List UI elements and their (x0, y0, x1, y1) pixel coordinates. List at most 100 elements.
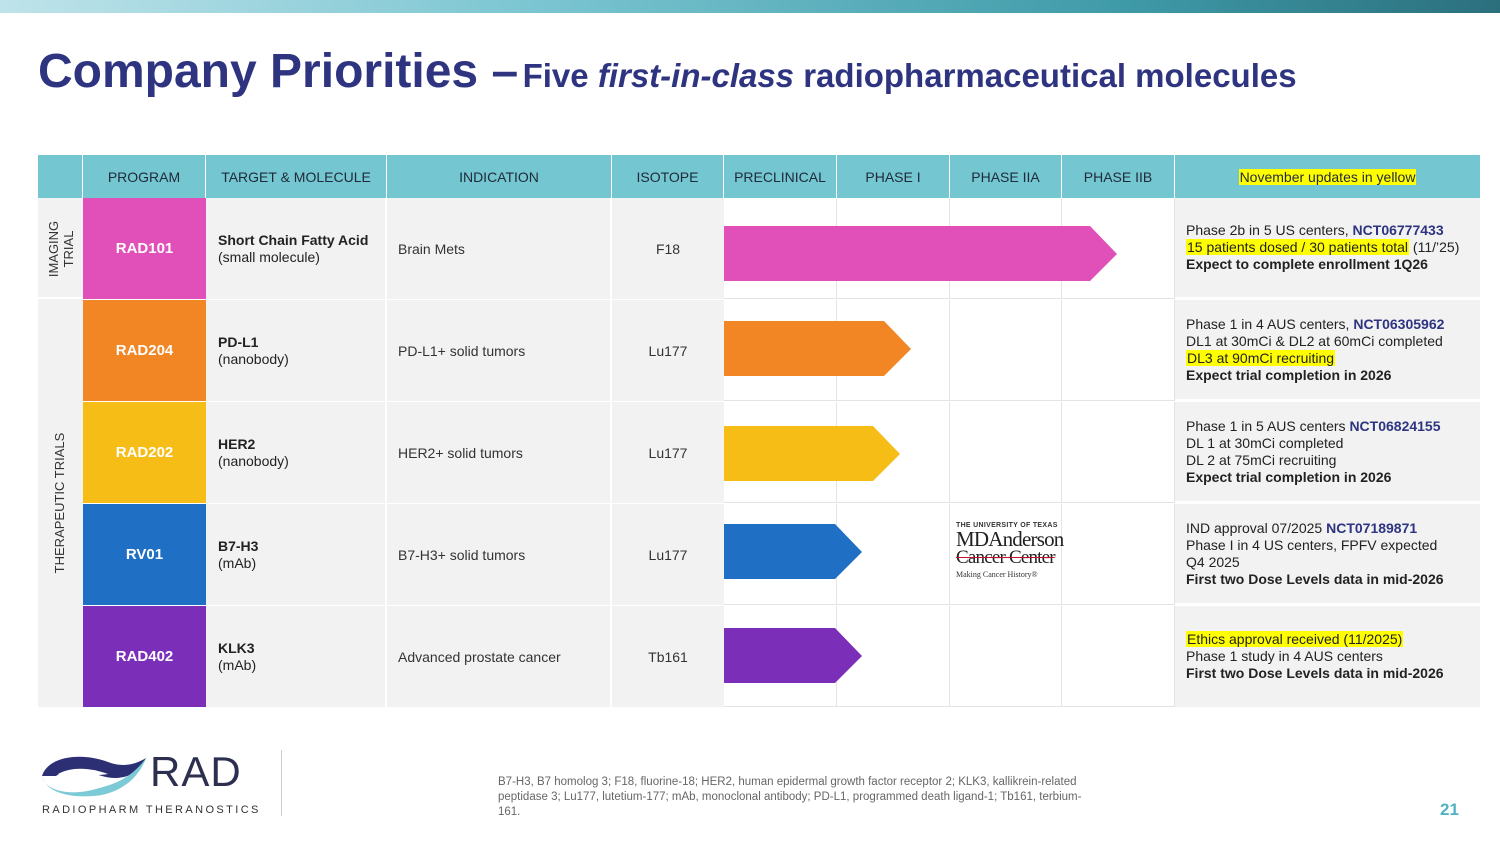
note-line: Phase 1 in 5 AUS centers NCT06824155 (1186, 418, 1480, 435)
progress-arrow-rv01 (724, 524, 862, 579)
molecule-type: (nanobody) (218, 350, 289, 367)
note-line: 15 patients dosed / 30 patients total (1… (1186, 239, 1480, 256)
phase-cell (1062, 300, 1175, 401)
notes-rv01: IND approval 07/2025 NCT07189871 Phase I… (1175, 504, 1480, 605)
note-line: Phase 1 in 4 AUS centers, NCT06305962 (1186, 316, 1480, 333)
isotope-cell: Tb161 (612, 606, 724, 707)
target-name: PD-L1 (218, 333, 259, 350)
phase-cell (1062, 504, 1175, 605)
indication-cell: B7-H3+ solid tumors (387, 504, 612, 605)
isotope-cell: Lu177 (612, 402, 724, 503)
note-highlight: DL3 at 90mCi recruiting (1186, 349, 1336, 366)
header-isotope: ISOTOPE (612, 155, 724, 198)
phase-cell (950, 504, 1062, 605)
molecule-type: (small molecule) (218, 248, 320, 265)
phase-cell (1062, 402, 1175, 503)
nct-id: NCT07189871 (1326, 519, 1418, 536)
page-title: Company Priorities – Five first-in-class… (38, 44, 1297, 99)
phase-cell (950, 300, 1062, 401)
header-updates: November updates in yellow (1175, 155, 1480, 198)
header-phase-1: PHASE I (837, 155, 950, 198)
rad-ribbon-icon (42, 756, 146, 797)
progress-arrow-rad101 (724, 226, 1117, 281)
header-blank (38, 155, 83, 198)
note-text: IND approval 07/2025 (1186, 519, 1327, 536)
header-phase-2b: PHASE IIB (1062, 155, 1175, 198)
header-indication: INDICATION (387, 155, 612, 198)
progress-arrow-rad202 (724, 426, 900, 481)
note-line: Ethics approval received (11/2025) (1186, 631, 1480, 648)
group-therapeutic-label: THERAPEUTIC TRIALS (52, 432, 67, 574)
imaging-line1: IMAGING (46, 220, 61, 278)
note-bold: First two Dose Levels data in mid-2026 (1186, 665, 1444, 681)
note-text: Phase 2b in 5 US centers, (1186, 222, 1353, 238)
notes-rad204: Phase 1 in 4 AUS centers, NCT06305962 DL… (1175, 300, 1480, 401)
mda-line2: MDAnderson (956, 527, 1064, 551)
note-bold: Expect trial completion in 2026 (1186, 468, 1392, 485)
molecule-type: (nanobody) (218, 452, 289, 469)
header-phase-2a: PHASE IIA (950, 155, 1062, 198)
program-rad101: RAD101 (83, 198, 206, 299)
note-text: Phase 1 study in 4 AUS centers (1186, 648, 1383, 664)
target-name: KLK3 (218, 639, 255, 656)
title-subtitle: Five first-in-class radiopharmaceutical … (523, 57, 1297, 94)
mdanderson-logo: THE UNIVERSITY OF TEXAS MDAnderson Cance… (956, 522, 1080, 584)
note-text: DL 2 at 75mCi recruiting (1186, 451, 1337, 468)
program-rad204: RAD204 (83, 300, 206, 401)
nct-id: NCT06777433 (1352, 222, 1444, 238)
isotope-cell: Lu177 (612, 504, 724, 605)
note-text: Phase I in 4 US centers, FPFV expected (1186, 536, 1438, 553)
progress-arrow-rad402 (724, 628, 862, 683)
note-line: DL3 at 90mCi recruiting (1186, 349, 1480, 367)
note-text: DL1 at 30mCi & DL2 at 60mCi completed (1186, 332, 1443, 349)
note-text: Phase 1 in 5 AUS centers (1186, 417, 1350, 434)
isotope-cell: Lu177 (612, 300, 724, 401)
note-line: IND approval 07/2025 NCT07189871 (1186, 520, 1480, 537)
group-therapeutic-cell (38, 299, 83, 707)
title-main: Company Priorities – (38, 45, 519, 98)
note-highlight: 15 patients dosed / 30 patients total (1186, 239, 1410, 255)
subtitle-italic: first-in-class (597, 57, 795, 94)
rad-logo-name: RAD (150, 748, 242, 795)
mda-line4: Making Cancer History® (956, 570, 1038, 579)
nct-id: NCT06824155 (1349, 417, 1441, 434)
indication-cell: Advanced prostate cancer (387, 606, 612, 707)
notes-rad202: Phase 1 in 5 AUS centers NCT06824155 DL … (1175, 402, 1480, 503)
target-name: HER2 (218, 435, 256, 452)
molecule-type: (mAb) (218, 554, 257, 571)
note-bold: Expect trial completion in 2026 (1186, 366, 1392, 383)
indication-cell: PD-L1+ solid tumors (387, 300, 612, 401)
notes-rad402: Ethics approval received (11/2025) Phase… (1175, 606, 1480, 707)
rad-logo-tagline: RADIOPHARM THERANOSTICS (42, 804, 261, 816)
target-cell: HER2 (nanobody) (206, 402, 387, 503)
note-text: Phase 1 in 4 AUS centers, (1186, 315, 1354, 332)
mda-line3: Cancer Center (956, 547, 1056, 568)
note-bold: Expect to complete enrollment 1Q26 (1186, 256, 1428, 272)
note-text: (11/’25) (1409, 239, 1460, 255)
header-target: TARGET & MOLECULE (206, 155, 387, 198)
top-gradient-bar (0, 0, 1500, 13)
note-bold: First two Dose Levels data in mid-2026 (1186, 570, 1444, 587)
program-rv01: RV01 (83, 504, 206, 605)
footnote: B7-H3, B7 homolog 3; F18, fluorine-18; H… (498, 776, 1082, 818)
indication-cell: HER2+ solid tumors (387, 402, 612, 503)
target-cell: Short Chain Fatty Acid (small molecule) (206, 198, 387, 299)
group-imaging-cell (38, 198, 83, 299)
nct-id: NCT06305962 (1353, 315, 1445, 332)
target-cell: B7-H3 (mAb) (206, 504, 387, 605)
note-highlight: Ethics approval received (11/2025) (1186, 631, 1404, 647)
note-text: DL 1 at 30mCi completed (1186, 434, 1344, 451)
note-line: Phase 2b in 5 US centers, NCT06777433 (1186, 222, 1480, 239)
note-text: Q4 2025 (1186, 553, 1240, 570)
header-preclinical: PRECLINICAL (724, 155, 837, 198)
progress-arrow-rad204 (724, 321, 911, 376)
page-number: 21 (1440, 800, 1459, 819)
target-name: Short Chain Fatty Acid (218, 231, 369, 248)
phase-cell (950, 606, 1062, 707)
program-rad202: RAD202 (83, 402, 206, 503)
mda-line1: THE UNIVERSITY OF TEXAS (956, 522, 1058, 529)
indication-cell: Brain Mets (387, 198, 612, 299)
phase-cell (1062, 606, 1175, 707)
group-imaging-label: IMAGING TRIAL (46, 199, 76, 299)
program-rad402: RAD402 (83, 606, 206, 707)
